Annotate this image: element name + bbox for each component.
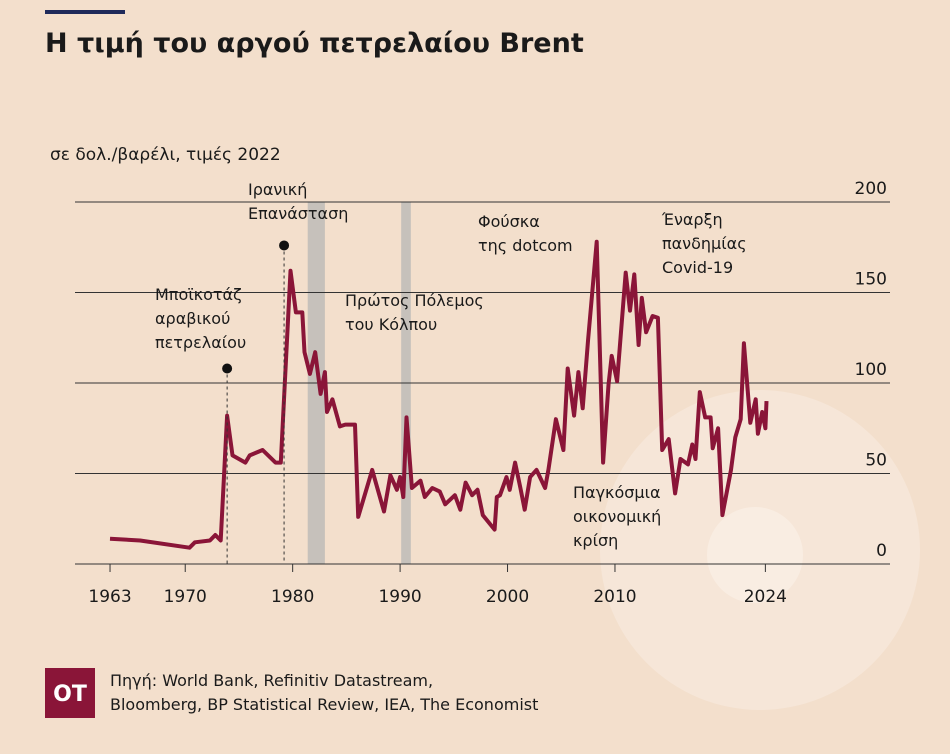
- annotation: πετρελαίου: [155, 333, 246, 352]
- x-tick-label: 1963: [88, 587, 131, 607]
- annotation: Covid-19: [662, 258, 733, 277]
- decor-circle: [707, 507, 803, 603]
- annotation: κρίση: [573, 531, 618, 550]
- source: Bloomberg, BP Statistical Review, IEA, T…: [110, 695, 538, 714]
- chart-title: Η τιμή του αργού πετρελαίου Brent: [45, 28, 584, 59]
- annotation: οικονομική: [573, 507, 661, 526]
- y-tick-label: 150: [855, 270, 887, 290]
- x-tick-label: 2000: [486, 587, 529, 607]
- annotation: πανδημίας: [662, 234, 747, 253]
- x-tick-label: 1980: [271, 587, 314, 607]
- annotation: Επανάσταση: [248, 204, 348, 223]
- logo-box: [45, 668, 95, 718]
- annotation: Έναρξη: [661, 210, 723, 229]
- accent-bar: [45, 10, 125, 14]
- annotation: Φούσκα: [478, 212, 540, 231]
- annotation: της dotcom: [478, 236, 573, 255]
- chart-subtitle: σε δολ./βαρέλι, τιμές 2022: [50, 145, 281, 165]
- annotation-dot: [222, 363, 233, 374]
- annotation: Ιρανική: [248, 180, 307, 199]
- x-tick-label: 1970: [164, 587, 207, 607]
- annotation: αραβικού: [155, 309, 230, 328]
- annotation: Μποϊκοτάζ: [155, 285, 242, 304]
- annotation: Παγκόσμια: [573, 483, 661, 502]
- logo: OT: [53, 682, 87, 707]
- annotation: Πρώτος Πόλεμος: [345, 291, 484, 310]
- annotation: του Κόλπου: [345, 315, 437, 334]
- y-tick-label: 100: [855, 360, 887, 380]
- y-tick-label: 200: [855, 179, 887, 199]
- price-line: [109, 239, 769, 550]
- x-tick-label: 1990: [378, 587, 421, 607]
- source: Πηγή: World Bank, Refinitiv Datastream,: [110, 671, 433, 690]
- x-tick-label: 2010: [593, 587, 636, 607]
- y-tick-label: 50: [865, 451, 887, 471]
- y-tick-label: 0: [876, 541, 887, 561]
- annotation-dot: [279, 240, 290, 251]
- x-tick-label: 2024: [744, 587, 787, 607]
- plot: 0 50 100 150 200 1963 1970 1980 1990 2000 2010 2024…: [75, 179, 890, 607]
